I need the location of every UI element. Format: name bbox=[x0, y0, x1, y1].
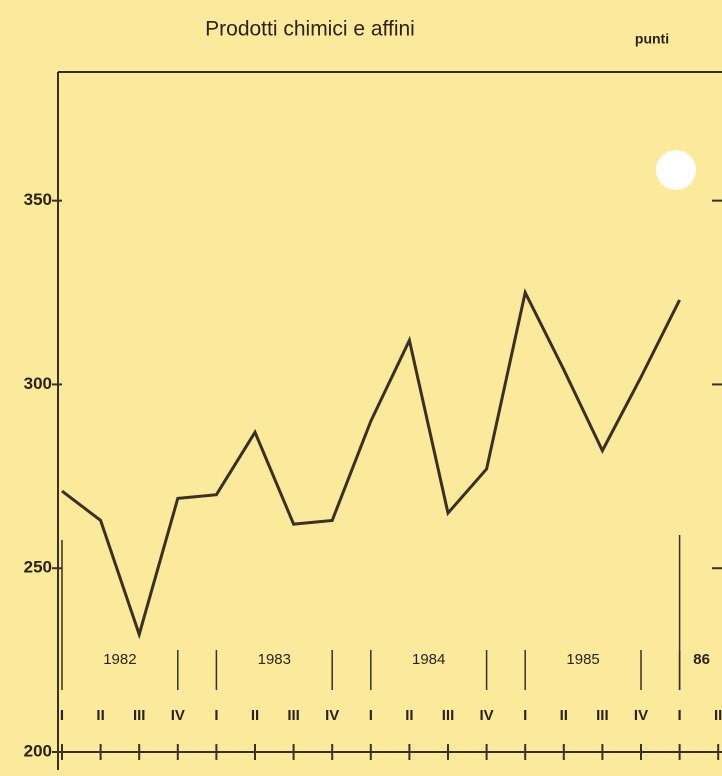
year-label: 1984 bbox=[412, 651, 445, 668]
x-tick-label: III bbox=[133, 707, 146, 724]
y-tick-label: 250 bbox=[24, 558, 52, 577]
data-line bbox=[61, 288, 681, 640]
x-tick-label: II bbox=[405, 707, 413, 724]
x-tick-label: I bbox=[523, 707, 527, 724]
x-tick-label: III bbox=[442, 707, 455, 724]
x-tick-label: IV bbox=[171, 707, 185, 724]
x-tick-label: IV bbox=[634, 707, 648, 724]
year-label: 1983 bbox=[258, 651, 291, 668]
x-tick-label: I bbox=[60, 707, 64, 724]
paper-spot bbox=[656, 150, 696, 190]
x-tick-label: I bbox=[678, 707, 682, 724]
x-tick-label: II bbox=[714, 707, 722, 724]
year-label: 1982 bbox=[103, 651, 136, 668]
x-tick-label: I bbox=[214, 707, 218, 724]
unit-label: punti bbox=[635, 31, 669, 47]
y-tick-label: 300 bbox=[24, 374, 52, 393]
x-tick-label: II bbox=[96, 707, 104, 724]
chart-title: Prodotti chimici e affini bbox=[205, 18, 415, 41]
x-tick-label: III bbox=[596, 707, 609, 724]
x-tick-label: II bbox=[560, 707, 568, 724]
y-tick-label: 350 bbox=[24, 190, 52, 209]
year-label: 86 bbox=[693, 651, 710, 668]
x-tick-label: I bbox=[369, 707, 373, 724]
x-tick-label: IV bbox=[480, 707, 494, 724]
y-tick-label: 200 bbox=[24, 741, 52, 760]
year-label: 1985 bbox=[566, 651, 599, 668]
x-tick-label: III bbox=[287, 707, 300, 724]
x-tick-label: II bbox=[251, 707, 259, 724]
x-tick-label: IV bbox=[325, 707, 339, 724]
